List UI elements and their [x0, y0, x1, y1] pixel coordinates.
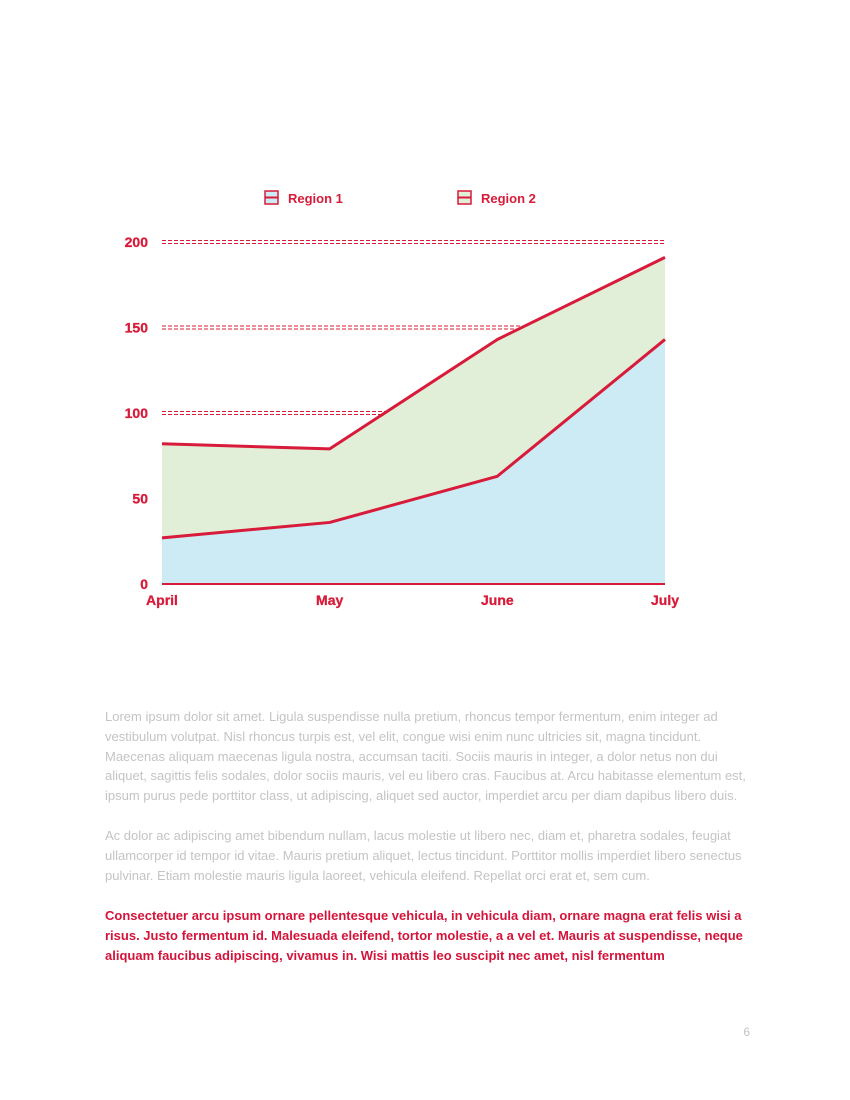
legend-label-1: Region 1	[288, 191, 343, 206]
x-tick-label-june: June	[481, 592, 514, 608]
y-tick-label-100: 100	[125, 405, 149, 421]
x-tick-label-may: May	[316, 592, 343, 608]
area-series-2	[162, 257, 665, 538]
y-tick-label-50: 50	[132, 491, 148, 507]
legend-label-2: Region 2	[481, 191, 536, 206]
line-series-2	[161, 256, 666, 451]
body-paragraph-3: Consectetuer arcu ipsum ornare pellentes…	[105, 908, 743, 963]
y-tick-label-200: 200	[125, 234, 149, 250]
area-series-1	[162, 339, 665, 584]
y-tick-label-150: 150	[125, 320, 149, 336]
x-tick-label-july: July	[651, 592, 679, 608]
x-tick-label-april: April	[146, 592, 178, 608]
body-paragraph-2: Ac dolor ac adipiscing amet bibendum nul…	[105, 828, 742, 883]
y-tick-label-0: 0	[140, 576, 148, 592]
area-chart: 0 50 100 150 200 April May June July Region 1 Regi…	[124, 190, 679, 608]
body-paragraph-1: Lorem ipsum dolor sit amet. Ligula suspe…	[105, 709, 746, 804]
line-series-1	[161, 338, 666, 540]
page-number: 6	[743, 1025, 750, 1039]
